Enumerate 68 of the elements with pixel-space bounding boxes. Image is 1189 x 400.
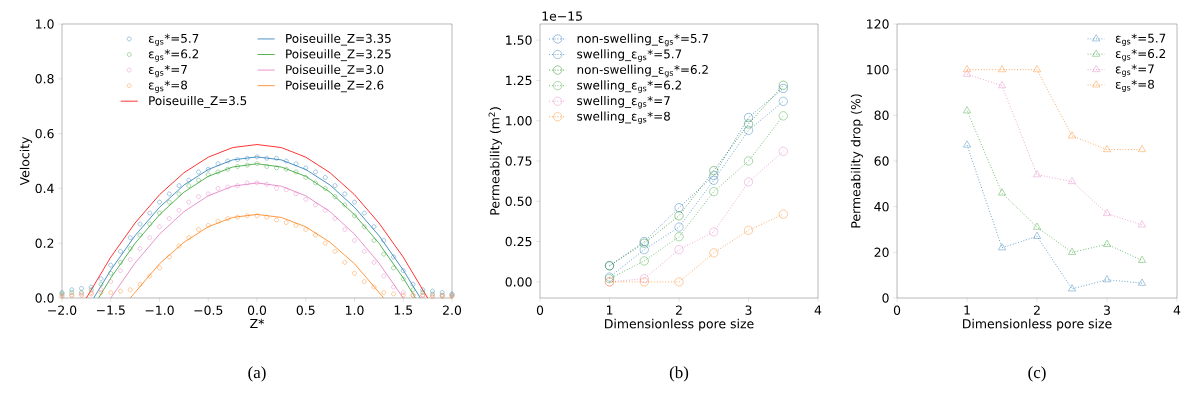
y-tick-label: 1.50: [506, 35, 532, 45]
x-tick-label: 3: [745, 305, 752, 315]
y-tick-label: 0.00: [505, 277, 532, 287]
text: (c): [1028, 366, 1046, 382]
y-axis-title: Velocity: [19, 136, 32, 186]
y-tick-label: 0.2: [35, 238, 54, 248]
y-tick-label: 0.8: [35, 74, 54, 84]
legend-label: ε$_{gs}$*=8: [148, 80, 188, 93]
text: (b): [669, 366, 689, 382]
legend-label: Poiseuille_Z=3.5: [149, 95, 247, 108]
x-tick-label: 1.0: [345, 305, 364, 315]
x-axis-title: Z*: [250, 318, 265, 329]
legend-label: Poiseuille_Z=3.0: [286, 64, 384, 77]
x-tick-label: 1.5: [394, 305, 413, 315]
legend-label: swelling_ε$_{gs}$*=6.2: [577, 80, 682, 93]
y-axis-title: Permeability (m$^{2}$): [488, 107, 502, 215]
legend-label: non-swelling_ε$_{gs}$*=6.2: [577, 64, 708, 78]
legend-label: Poiseuille_Z=3.35: [286, 33, 391, 46]
x-axis-title: Dimensionless pore size: [605, 318, 754, 331]
text: 1e−15: [542, 11, 582, 21]
legend-label: swelling_ε$_{gs}$*=8: [577, 111, 670, 125]
x-tick-label: 2: [1033, 305, 1040, 315]
y-tick-label: 80: [874, 110, 889, 121]
y-tick-label: 0.0: [35, 293, 54, 303]
x-tick-label: 2.0: [443, 305, 462, 315]
x-tick-label: 0.0: [247, 305, 267, 315]
x-tick-label: −1.0: [145, 305, 174, 315]
legend-label: ε$_{gs}$*=6.2: [1115, 49, 1166, 62]
legend-label: Poiseuille_Z=3.25: [286, 49, 391, 62]
y-tick-label: 1.25: [506, 75, 532, 86]
legend-label: ε$_{gs}$*=6.2: [148, 49, 199, 62]
legend-label: Poiseuille_Z=2.6: [286, 80, 384, 93]
x-axis-title: Dimensionless pore size: [963, 318, 1112, 331]
legend-label: swelling_ε$_{gs}$*=5.7: [577, 49, 682, 62]
y-tick-label: 0.75: [505, 156, 532, 166]
legend-label: ε$_{gs}$*=7: [1115, 64, 1154, 77]
x-tick-label: 3: [1104, 305, 1110, 315]
y-tick-label: 1.00: [506, 115, 532, 126]
y-tick-label: 60: [874, 156, 889, 166]
x-tick-label: 4: [1173, 305, 1181, 315]
x-tick-label: 0: [893, 305, 901, 315]
legend-label: ε$_{gs}$*=7: [148, 64, 187, 78]
y-tick-label: 20: [874, 247, 889, 258]
y-tick-label: 1.0: [36, 19, 54, 29]
x-tick-label: 1: [606, 305, 613, 315]
y-tick-label: 100: [867, 64, 889, 75]
y-tick-label: 0: [882, 293, 889, 303]
x-tick-label: −1.5: [96, 305, 125, 315]
y-tick-label: 40: [874, 201, 889, 212]
y-tick-label: 0.6: [35, 128, 54, 139]
legend-label: ε$_{gs}$*=5.7: [1115, 33, 1166, 46]
legend-label: ε$_{gs}$*=8: [1115, 79, 1155, 93]
x-tick-label: 1: [964, 305, 970, 315]
x-tick-label: 2: [675, 305, 682, 315]
y-tick-label: 0.4: [35, 183, 54, 194]
legend-label: swelling_ε$_{gs}$*=7: [577, 95, 670, 109]
x-tick-label: −2.0: [48, 305, 77, 315]
x-tick-label: 0: [536, 305, 544, 315]
x-tick-label: 4: [814, 305, 822, 315]
text: (a): [248, 366, 266, 382]
y-tick-label: 0.25: [505, 236, 532, 247]
x-tick-label: 0.5: [296, 305, 315, 315]
x-tick-label: −0.5: [194, 305, 223, 315]
y-tick-label: 120: [867, 19, 889, 29]
y-tick-label: 0.50: [505, 196, 532, 206]
y-axis-title: Permeability drop (%): [850, 94, 863, 228]
legend-label: ε$_{gs}$*=5.7: [148, 33, 199, 47]
legend-label: non-swelling_ε$_{gs}$*=5.7: [577, 33, 708, 47]
